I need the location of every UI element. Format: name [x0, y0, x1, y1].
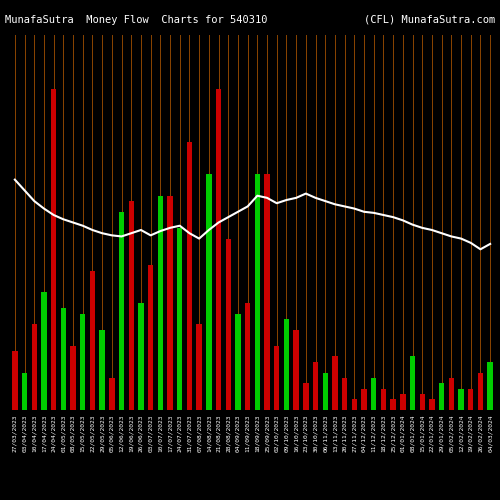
Bar [100, 330, 105, 410]
Bar [400, 394, 406, 410]
Bar [342, 378, 347, 410]
Bar [254, 174, 260, 410]
Bar [187, 142, 192, 410]
Bar [410, 356, 415, 410]
Bar [322, 372, 328, 410]
Bar [390, 400, 396, 410]
Bar [362, 388, 366, 410]
Text: MunafaSutra  Money Flow  Charts for 540310: MunafaSutra Money Flow Charts for 540310 [5, 15, 268, 25]
Bar [196, 324, 202, 410]
Bar [264, 174, 270, 410]
Bar [128, 201, 134, 410]
Bar [90, 270, 95, 410]
Bar [138, 303, 143, 410]
Bar [458, 388, 464, 410]
Bar [468, 388, 473, 410]
Bar [488, 362, 493, 410]
Bar [168, 196, 172, 410]
Bar [32, 324, 37, 410]
Text: (CFL) MunafaSutra.com: (CFL) MunafaSutra.com [364, 15, 495, 25]
Bar [381, 388, 386, 410]
Bar [22, 372, 27, 410]
Bar [439, 383, 444, 410]
Bar [245, 303, 250, 410]
Bar [60, 308, 66, 410]
Bar [303, 383, 308, 410]
Bar [158, 196, 163, 410]
Bar [206, 174, 212, 410]
Bar [294, 330, 299, 410]
Bar [371, 378, 376, 410]
Bar [119, 212, 124, 410]
Bar [109, 378, 114, 410]
Bar [430, 400, 434, 410]
Bar [420, 394, 425, 410]
Bar [51, 88, 57, 410]
Bar [42, 292, 46, 410]
Bar [70, 346, 76, 410]
Bar [216, 88, 221, 410]
Bar [274, 346, 280, 410]
Bar [80, 314, 86, 410]
Bar [236, 314, 240, 410]
Bar [352, 400, 357, 410]
Bar [332, 356, 338, 410]
Bar [148, 266, 154, 410]
Bar [177, 228, 182, 410]
Bar [478, 372, 483, 410]
Bar [226, 238, 231, 410]
Bar [313, 362, 318, 410]
Bar [448, 378, 454, 410]
Bar [284, 319, 289, 410]
Bar [12, 351, 18, 410]
